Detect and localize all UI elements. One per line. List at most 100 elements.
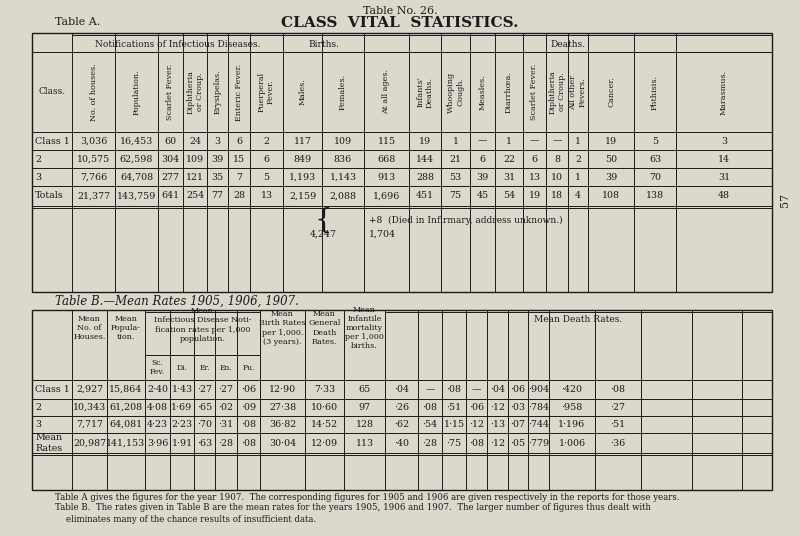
Text: 13: 13 <box>261 191 273 200</box>
Text: 54: 54 <box>503 191 515 200</box>
Text: 641: 641 <box>162 191 179 200</box>
Text: Phthisis.: Phthisis. <box>651 75 659 109</box>
Text: Di.: Di. <box>177 363 187 371</box>
Text: Measles.: Measles. <box>478 74 486 110</box>
Text: Mean
Rates: Mean Rates <box>35 433 62 453</box>
Text: ·958: ·958 <box>562 403 582 412</box>
Text: ·08: ·08 <box>610 385 626 394</box>
Text: 22: 22 <box>503 154 515 163</box>
Text: 2·23: 2·23 <box>171 420 193 429</box>
Text: 21: 21 <box>450 154 462 163</box>
Text: 1·43: 1·43 <box>171 385 193 394</box>
Text: ·65: ·65 <box>197 403 212 412</box>
Text: ·904: ·904 <box>528 385 549 394</box>
Text: ·28: ·28 <box>422 438 438 448</box>
Text: 3,036: 3,036 <box>80 137 107 145</box>
Text: 15,864: 15,864 <box>110 385 142 394</box>
Text: Class.: Class. <box>38 87 66 96</box>
Text: 117: 117 <box>294 137 311 145</box>
Text: 2: 2 <box>35 154 41 163</box>
Text: 3: 3 <box>35 420 41 429</box>
Text: Mean
No. of
Houses.: Mean No. of Houses. <box>74 315 106 341</box>
Bar <box>32 310 772 490</box>
Text: 36·82: 36·82 <box>269 420 296 429</box>
Text: —: — <box>552 137 562 145</box>
Text: ·63: ·63 <box>197 438 212 448</box>
Text: 28: 28 <box>233 191 245 200</box>
Text: Notifications of Infectious Diseases.: Notifications of Infectious Diseases. <box>94 40 260 49</box>
Text: 20,987: 20,987 <box>73 438 106 448</box>
Text: 61,208: 61,208 <box>110 403 142 412</box>
Text: CLASS  VITAL  STATISTICS.: CLASS VITAL STATISTICS. <box>282 16 518 30</box>
Text: 77: 77 <box>211 191 223 200</box>
Text: 849: 849 <box>294 154 311 163</box>
Text: ·06: ·06 <box>469 403 484 412</box>
Text: 19: 19 <box>419 137 431 145</box>
Text: 35: 35 <box>211 173 224 182</box>
Text: ·06: ·06 <box>241 385 256 394</box>
Text: 254: 254 <box>186 191 204 200</box>
Text: 3: 3 <box>214 137 221 145</box>
Text: 7: 7 <box>236 173 242 182</box>
Text: 128: 128 <box>355 420 374 429</box>
Text: 21,377: 21,377 <box>77 191 110 200</box>
Text: 109: 109 <box>334 137 352 145</box>
Text: ·26: ·26 <box>394 403 409 412</box>
Text: ·08: ·08 <box>469 438 484 448</box>
Text: ·05: ·05 <box>510 438 526 448</box>
Text: Scarlet Fever.: Scarlet Fever. <box>530 64 538 120</box>
Text: 10·60: 10·60 <box>311 403 338 412</box>
Text: Females.: Females. <box>339 74 347 110</box>
Text: ·03: ·03 <box>510 403 526 412</box>
Text: 63: 63 <box>649 154 661 163</box>
Text: 1·196: 1·196 <box>558 420 586 429</box>
Text: Whooping
Cough.: Whooping Cough. <box>447 71 464 113</box>
Text: 1,704: 1,704 <box>369 229 396 239</box>
Text: Er.: Er. <box>199 363 210 371</box>
Text: 4·23: 4·23 <box>147 420 168 429</box>
Text: +8  (Died in Infirmary, address unknown.): +8 (Died in Infirmary, address unknown.) <box>369 215 562 225</box>
Text: ·420: ·420 <box>562 385 582 394</box>
Text: 1: 1 <box>453 137 458 145</box>
Text: ·12: ·12 <box>490 438 505 448</box>
Text: 115: 115 <box>378 137 395 145</box>
Text: ·70: ·70 <box>197 420 212 429</box>
Text: 31: 31 <box>718 173 730 182</box>
Text: ·04: ·04 <box>394 385 409 394</box>
Text: 65: 65 <box>358 385 370 394</box>
Text: 60: 60 <box>165 137 177 145</box>
Text: ·27: ·27 <box>197 385 212 394</box>
Text: 7,717: 7,717 <box>76 420 103 429</box>
Text: 75: 75 <box>450 191 462 200</box>
Text: ·75: ·75 <box>446 438 462 448</box>
Text: Mean
Infantile
mortality
per 1,000
births.: Mean Infantile mortality per 1,000 birth… <box>345 306 384 351</box>
Text: Infants'
Deaths.: Infants' Deaths. <box>416 77 434 108</box>
Text: 45: 45 <box>477 191 489 200</box>
Text: 7,766: 7,766 <box>80 173 107 182</box>
Text: ·07: ·07 <box>510 420 526 429</box>
Text: 288: 288 <box>416 173 434 182</box>
Text: Mean
Popula-
tion.: Mean Popula- tion. <box>111 315 141 341</box>
Text: 2,159: 2,159 <box>289 191 316 200</box>
Bar <box>32 33 772 292</box>
Text: 27·38: 27·38 <box>269 403 296 412</box>
Text: 1·15: 1·15 <box>443 420 465 429</box>
Text: 2: 2 <box>575 154 581 163</box>
Text: {: { <box>314 206 332 234</box>
Text: 70: 70 <box>649 173 661 182</box>
Text: 304: 304 <box>162 154 179 163</box>
Text: ·08: ·08 <box>241 438 256 448</box>
Text: Totals: Totals <box>35 191 64 200</box>
Text: En.: En. <box>220 363 232 371</box>
Text: Cancer.: Cancer. <box>607 77 615 107</box>
Text: 2: 2 <box>263 137 270 145</box>
Text: Mean
Infectious Disease Noti-
fication rates per 1,000
population.: Mean Infectious Disease Noti- fication r… <box>154 307 251 343</box>
Text: 13: 13 <box>529 173 541 182</box>
Text: 39: 39 <box>605 173 617 182</box>
Text: ·08: ·08 <box>241 420 256 429</box>
Text: 4·08: 4·08 <box>147 403 168 412</box>
Text: ·02: ·02 <box>218 403 234 412</box>
Text: 12·09: 12·09 <box>311 438 338 448</box>
Text: Table A gives the figures for the year 1907.  The corresponding figures for 1905: Table A gives the figures for the year 1… <box>55 493 680 502</box>
Text: 2: 2 <box>35 403 41 412</box>
